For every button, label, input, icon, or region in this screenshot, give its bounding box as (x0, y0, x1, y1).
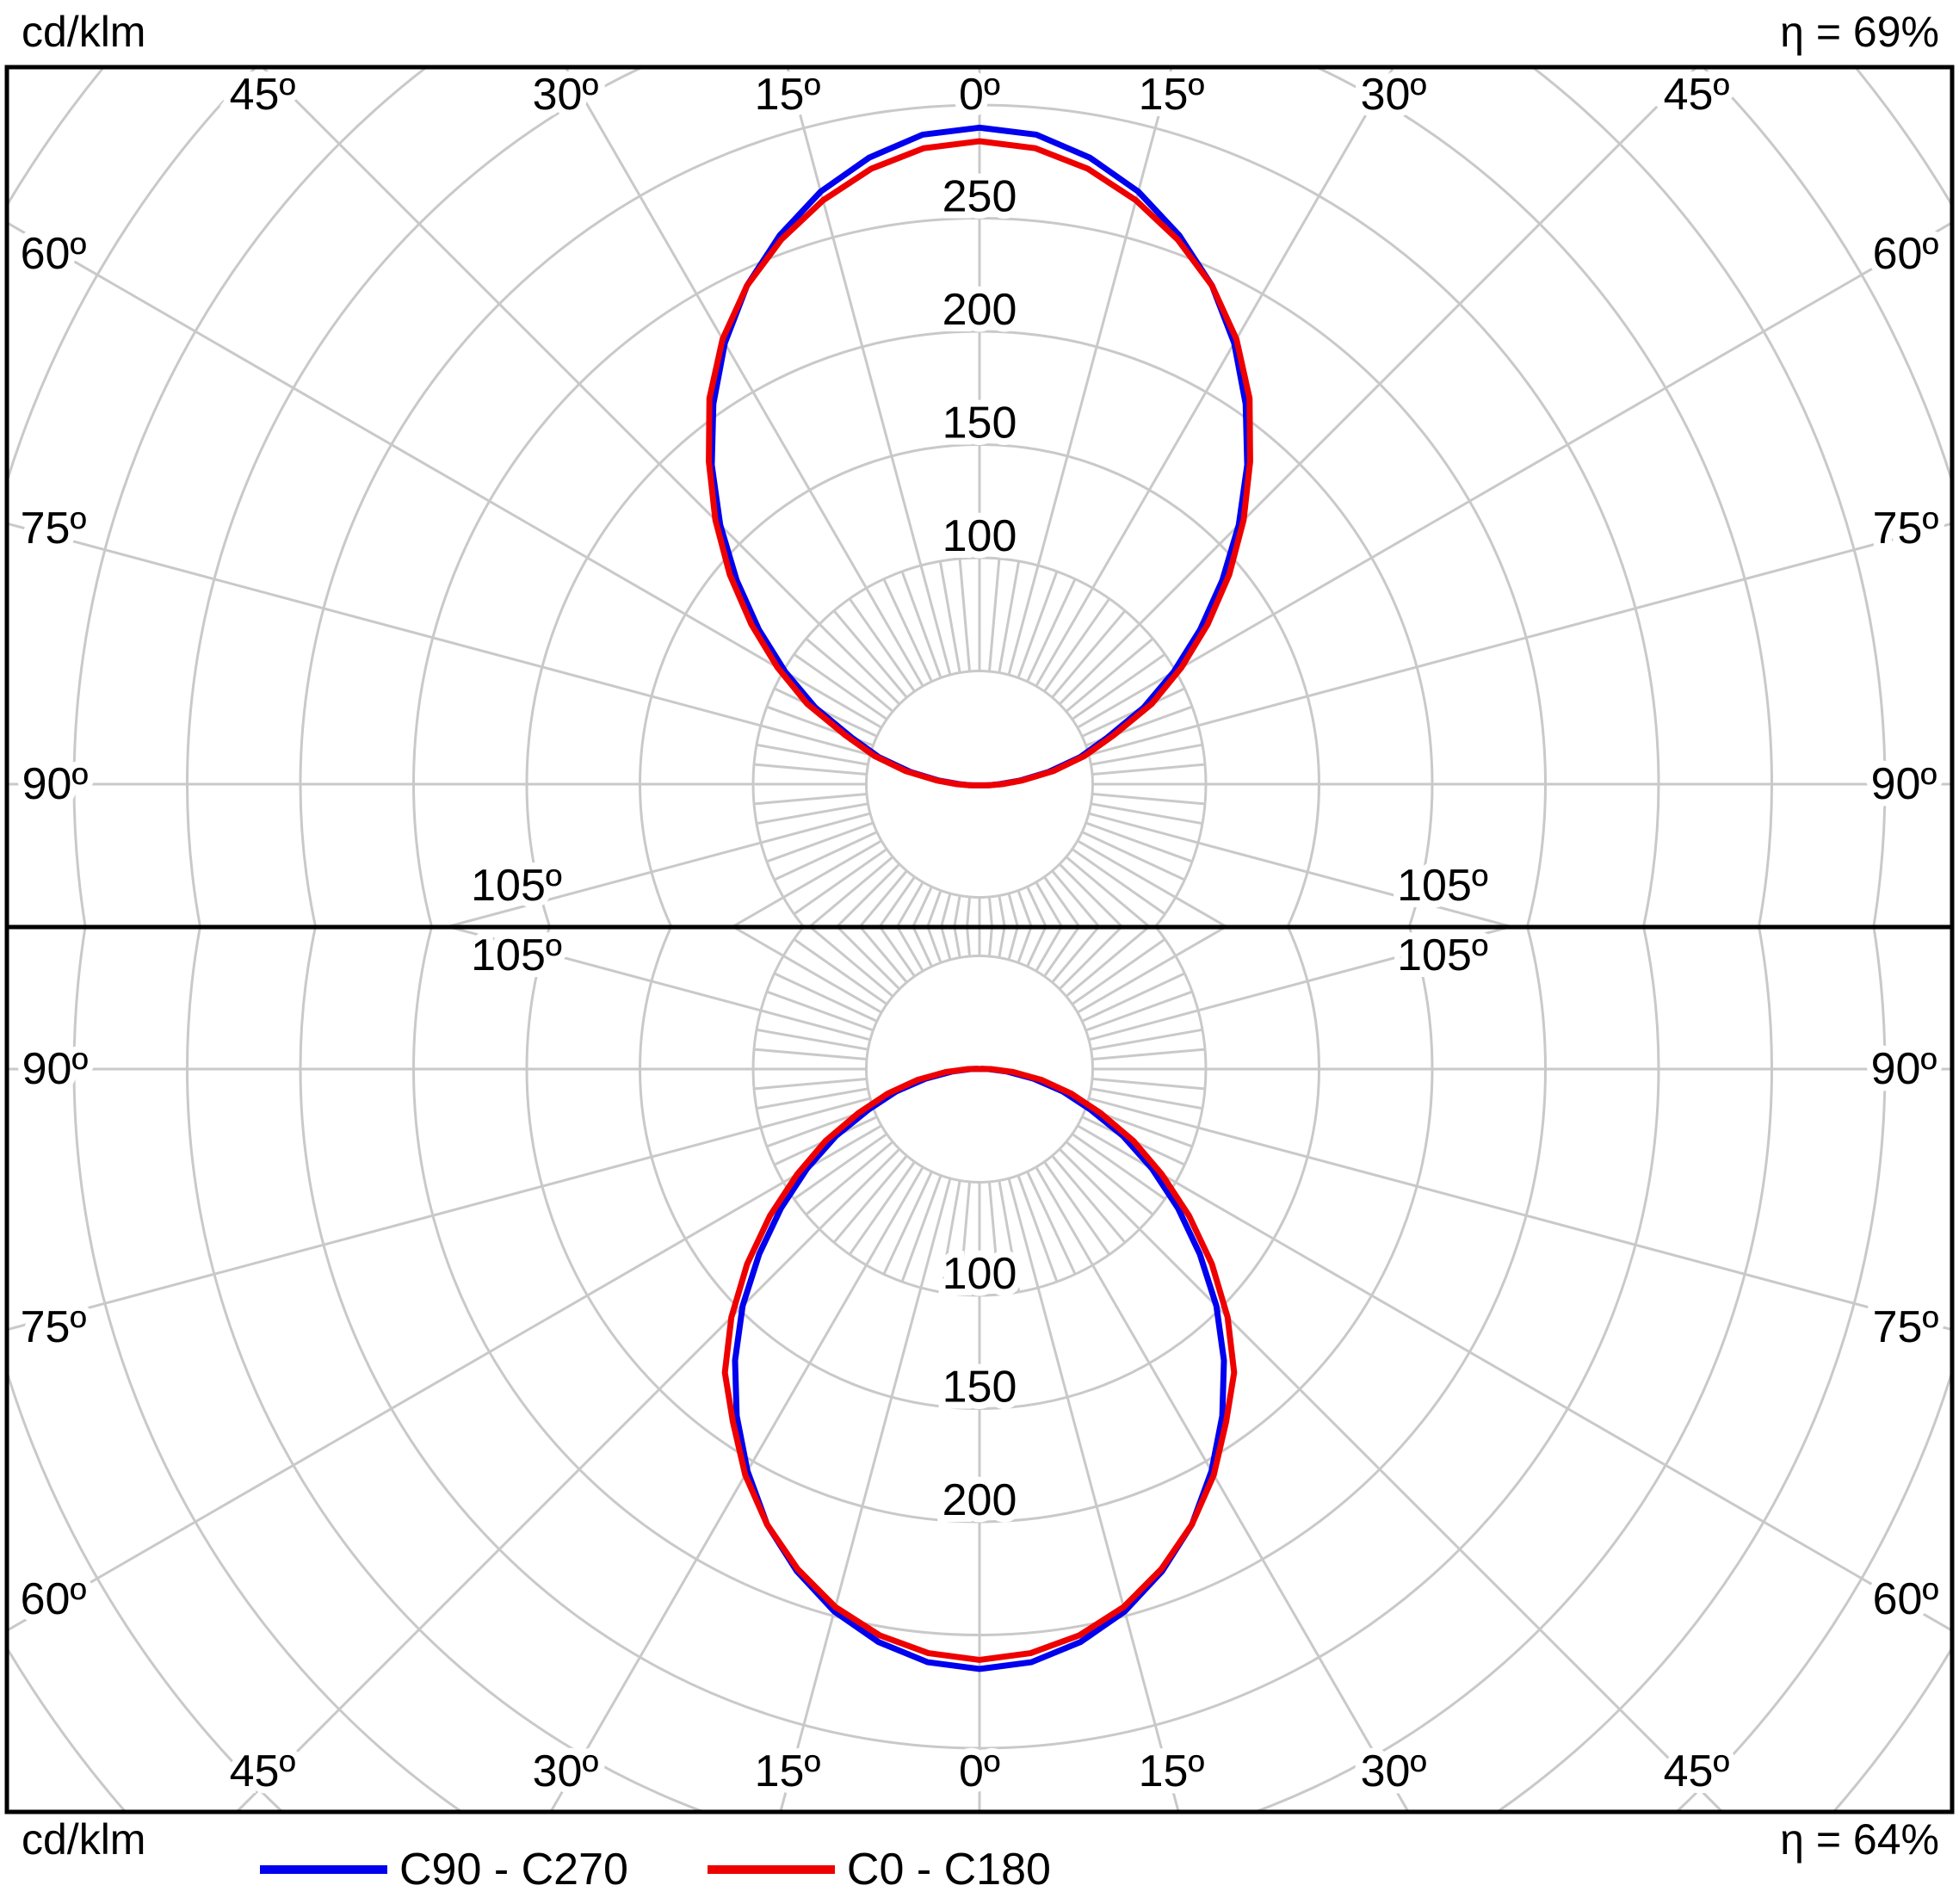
angle-label-75deg-10-top: 75º (1873, 504, 1939, 553)
angle-label-90deg-12-top: 90º (1871, 759, 1937, 809)
angle-label-30deg-5-bottom: 30º (1361, 1746, 1427, 1796)
efficiency-label-top: η = 69% (1780, 8, 1939, 56)
angle-label-45deg-6-top: 45º (1664, 70, 1730, 120)
legend-label-c0-c180: C0 - C180 (846, 1845, 1051, 1895)
angle-label-15deg-2-bottom: 15º (755, 1746, 821, 1796)
legend-item-c90-c270: C90 - C270 (260, 1847, 628, 1892)
angle-label-15deg-2-top: 15º (755, 70, 821, 120)
curve-c0-c180-top (706, 138, 1253, 788)
legend-item-c0-c180: C0 - C180 (707, 1845, 1051, 1895)
angle-label-15deg-4-top: 15º (1139, 70, 1205, 120)
angle-label-0deg-3-bottom: 0º (959, 1746, 1000, 1796)
ring-label-100-top: 100 (942, 511, 1017, 561)
units-label-bottom: cd/klm (22, 1815, 146, 1864)
curve-c0-c180-bottom (721, 1066, 1238, 1663)
angle-label-90deg-12-bottom: 90º (1871, 1044, 1937, 1094)
angle-label-75deg-9-bottom: 75º (21, 1302, 87, 1352)
legend-label-c90-c270: C90 - C270 (399, 1845, 628, 1895)
angle-label-30deg-1-top: 30º (533, 70, 599, 120)
angle-label-30deg-5-top: 30º (1361, 70, 1427, 120)
angle-label-90deg-11-bottom: 90º (22, 1044, 89, 1094)
angle-label-75deg-9-top: 75º (21, 504, 87, 553)
angle-label-105deg-13-bottom: 105º (471, 930, 562, 980)
angle-label-90deg-11-top: 90º (22, 759, 89, 809)
angle-label-30deg-1-bottom: 30º (533, 1746, 599, 1796)
ring-label-150-bottom: 150 (942, 1363, 1017, 1413)
legend-line-swatch-blue (260, 1865, 387, 1874)
angle-label-60deg-7-top: 60º (21, 229, 87, 279)
angle-label-60deg-7-bottom: 60º (21, 1574, 87, 1624)
ring-label-200-bottom: 200 (942, 1475, 1017, 1525)
units-label-top: cd/klm (22, 8, 146, 56)
ring-label-150-top: 150 (942, 399, 1017, 448)
efficiency-label-bottom: η = 64% (1780, 1815, 1939, 1864)
angle-label-45deg-6-bottom: 45º (1664, 1746, 1730, 1796)
angle-label-45deg-0-bottom: 45º (230, 1746, 296, 1796)
angle-label-75deg-10-bottom: 75º (1873, 1302, 1939, 1352)
legend-line-swatch-red (707, 1865, 835, 1874)
angle-label-105deg-14-top: 105º (1397, 861, 1488, 911)
angle-label-105deg-13-top: 105º (471, 861, 562, 911)
ring-label-200-top: 200 (942, 285, 1017, 335)
angle-label-60deg-8-top: 60º (1873, 229, 1939, 279)
ring-label-100-bottom: 100 (942, 1249, 1017, 1299)
curve-c90-c270-bottom (732, 1066, 1227, 1672)
angle-label-105deg-14-bottom: 105º (1397, 930, 1488, 980)
legend: C90 - C270 C0 - C180 (260, 1847, 1051, 1892)
chart-frame (4, 65, 1955, 1814)
ring-label-250-top: 250 (942, 172, 1017, 222)
angle-label-15deg-4-bottom: 15º (1139, 1746, 1205, 1796)
angle-label-0deg-3-top: 0º (959, 70, 1000, 120)
angle-label-60deg-8-bottom: 60º (1873, 1574, 1939, 1624)
angle-label-45deg-0-top: 45º (230, 70, 296, 120)
